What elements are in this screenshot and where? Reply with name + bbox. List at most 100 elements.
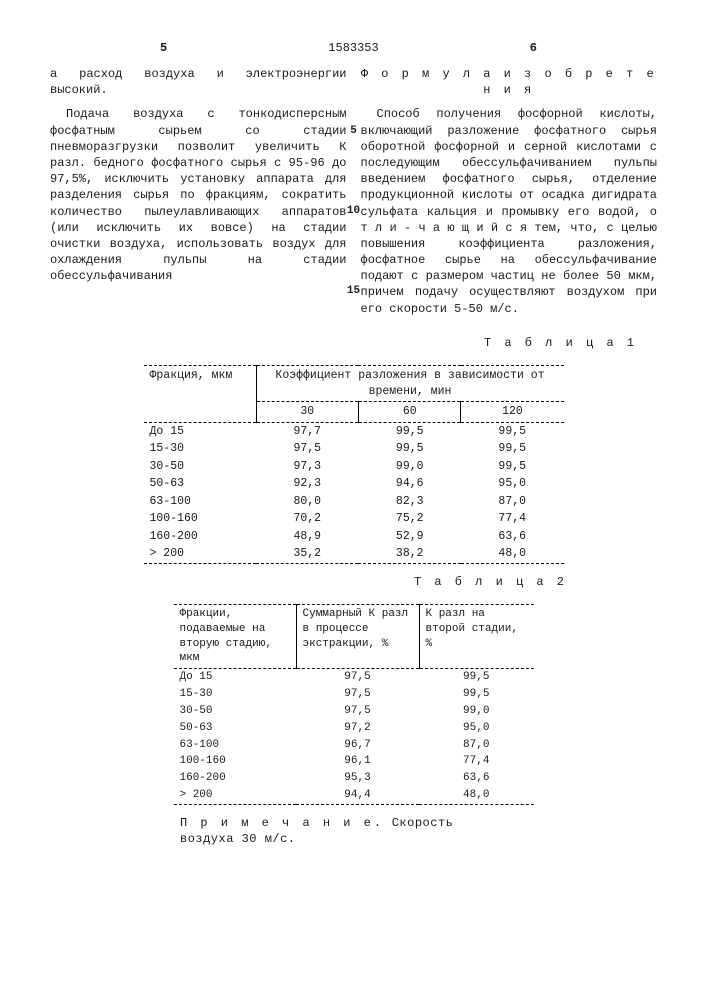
cell-fraction: > 200: [174, 787, 297, 804]
table-row: 30-5097,399,099,5: [144, 458, 564, 476]
left-para-1: а расход воздуха и электроэнергии высоки…: [50, 66, 347, 98]
cell-val: 82,3: [358, 493, 460, 511]
page-number-left: 5: [160, 40, 167, 56]
page-number-right: 6: [530, 40, 537, 56]
line-marker-15: 15: [347, 284, 360, 299]
cell-val: 97,5: [296, 669, 419, 686]
table2-col1-header: Фракции, подаваемые на вторую стадию, мк…: [174, 604, 297, 668]
table-row: 50-6392,394,695,0: [144, 475, 564, 493]
cell-val: 95,3: [296, 770, 419, 787]
cell-val: 97,5: [296, 703, 419, 720]
cell-val: 63,6: [461, 528, 564, 546]
cell-val: 95,0: [461, 475, 564, 493]
table-row: 30-5097,599,0: [174, 703, 534, 720]
table1-group-header: Коэффициент разложения в зависимости от …: [256, 366, 564, 402]
table1-col1-header: Фракция, мкм: [144, 366, 257, 423]
cell-val: 99,5: [419, 669, 534, 686]
line-marker-5: 5: [350, 124, 357, 139]
cell-fraction: 63-100: [144, 493, 257, 511]
page-header: 5 1583353 6: [50, 40, 657, 60]
cell-val: 80,0: [256, 493, 358, 511]
footnote-label: П р и м е ч а н и е.: [180, 816, 384, 830]
cell-val: 77,4: [461, 510, 564, 528]
cell-val: 99,5: [358, 440, 460, 458]
table1: Фракция, мкм Коэффициент разложения в за…: [144, 365, 564, 564]
cell-val: 77,4: [419, 753, 534, 770]
table-row: До 1597,799,599,5: [144, 422, 564, 440]
table-row: 63-10080,082,387,0: [144, 493, 564, 511]
cell-val: 48,9: [256, 528, 358, 546]
cell-fraction: 15-30: [174, 686, 297, 703]
table1-time-120: 120: [461, 402, 564, 423]
cell-val: 99,5: [419, 686, 534, 703]
cell-fraction: До 15: [174, 669, 297, 686]
table-row: 160-20095,363,6: [174, 770, 534, 787]
cell-val: 97,5: [296, 686, 419, 703]
table-row: > 20035,238,248,0: [144, 545, 564, 563]
right-para-1: Способ получения фосфорной кислоты, вклю…: [361, 106, 658, 316]
table2-col3-header: К разл на второй стадии, %: [419, 604, 534, 668]
table2-col2-header: Суммарный К разл в процессе экстракции, …: [296, 604, 419, 668]
cell-val: 97,3: [256, 458, 358, 476]
table2-title: Т а б л и ц а 2: [50, 574, 567, 590]
cell-val: 35,2: [256, 545, 358, 563]
footnote: П р и м е ч а н и е. Скорость воздуха 30…: [180, 815, 480, 847]
cell-fraction: 30-50: [144, 458, 257, 476]
cell-val: 52,9: [358, 528, 460, 546]
cell-val: 92,3: [256, 475, 358, 493]
cell-fraction: 30-50: [174, 703, 297, 720]
cell-val: 63,6: [419, 770, 534, 787]
cell-val: 75,2: [358, 510, 460, 528]
cell-val: 94,6: [358, 475, 460, 493]
cell-val: 87,0: [419, 737, 534, 754]
cell-val: 97,7: [256, 422, 358, 440]
cell-val: 95,0: [419, 720, 534, 737]
right-column: Ф о р м у л а и з о б р е т е н и я Спос…: [361, 66, 658, 325]
cell-val: 70,2: [256, 510, 358, 528]
cell-val: 99,5: [461, 440, 564, 458]
cell-val: 38,2: [358, 545, 460, 563]
cell-val: 96,7: [296, 737, 419, 754]
cell-val: 96,1: [296, 753, 419, 770]
table-row: 50-6397,295,0: [174, 720, 534, 737]
cell-val: 97,5: [256, 440, 358, 458]
cell-fraction: 63-100: [174, 737, 297, 754]
cell-val: 99,5: [461, 422, 564, 440]
cell-fraction: До 15: [144, 422, 257, 440]
cell-val: 87,0: [461, 493, 564, 511]
formula-title: Ф о р м у л а и з о б р е т е н и я: [361, 66, 658, 98]
table-row: 63-10096,787,0: [174, 737, 534, 754]
table1-time-30: 30: [256, 402, 358, 423]
cell-val: 94,4: [296, 787, 419, 804]
table-row: До 1597,599,5: [174, 669, 534, 686]
table-row: 15-3097,599,599,5: [144, 440, 564, 458]
table-row: 100-16096,177,4: [174, 753, 534, 770]
cell-fraction: 100-160: [144, 510, 257, 528]
left-para-2: Подача воздуха с тонкодисперсным фосфатн…: [50, 106, 347, 284]
cell-val: 99,5: [461, 458, 564, 476]
cell-fraction: 50-63: [174, 720, 297, 737]
table-row: 160-20048,952,963,6: [144, 528, 564, 546]
cell-fraction: 160-200: [174, 770, 297, 787]
cell-val: 99,0: [358, 458, 460, 476]
cell-fraction: 15-30: [144, 440, 257, 458]
table1-title: Т а б л и ц а 1: [50, 335, 637, 351]
cell-val: 99,0: [419, 703, 534, 720]
table-row: 100-16070,275,277,4: [144, 510, 564, 528]
table-row: > 20094,448,0: [174, 787, 534, 804]
left-column: а расход воздуха и электроэнергии высоки…: [50, 66, 347, 325]
document-number: 1583353: [328, 40, 378, 56]
cell-fraction: > 200: [144, 545, 257, 563]
cell-val: 48,0: [461, 545, 564, 563]
table2: Фракции, подаваемые на вторую стадию, мк…: [174, 604, 534, 805]
table1-time-60: 60: [358, 402, 460, 423]
two-column-body: а расход воздуха и электроэнергии высоки…: [50, 66, 657, 325]
table-row: 15-3097,599,5: [174, 686, 534, 703]
cell-val: 99,5: [358, 422, 460, 440]
cell-val: 48,0: [419, 787, 534, 804]
cell-fraction: 50-63: [144, 475, 257, 493]
cell-fraction: 160-200: [144, 528, 257, 546]
line-marker-10: 10: [347, 204, 360, 219]
cell-val: 97,2: [296, 720, 419, 737]
cell-fraction: 100-160: [174, 753, 297, 770]
